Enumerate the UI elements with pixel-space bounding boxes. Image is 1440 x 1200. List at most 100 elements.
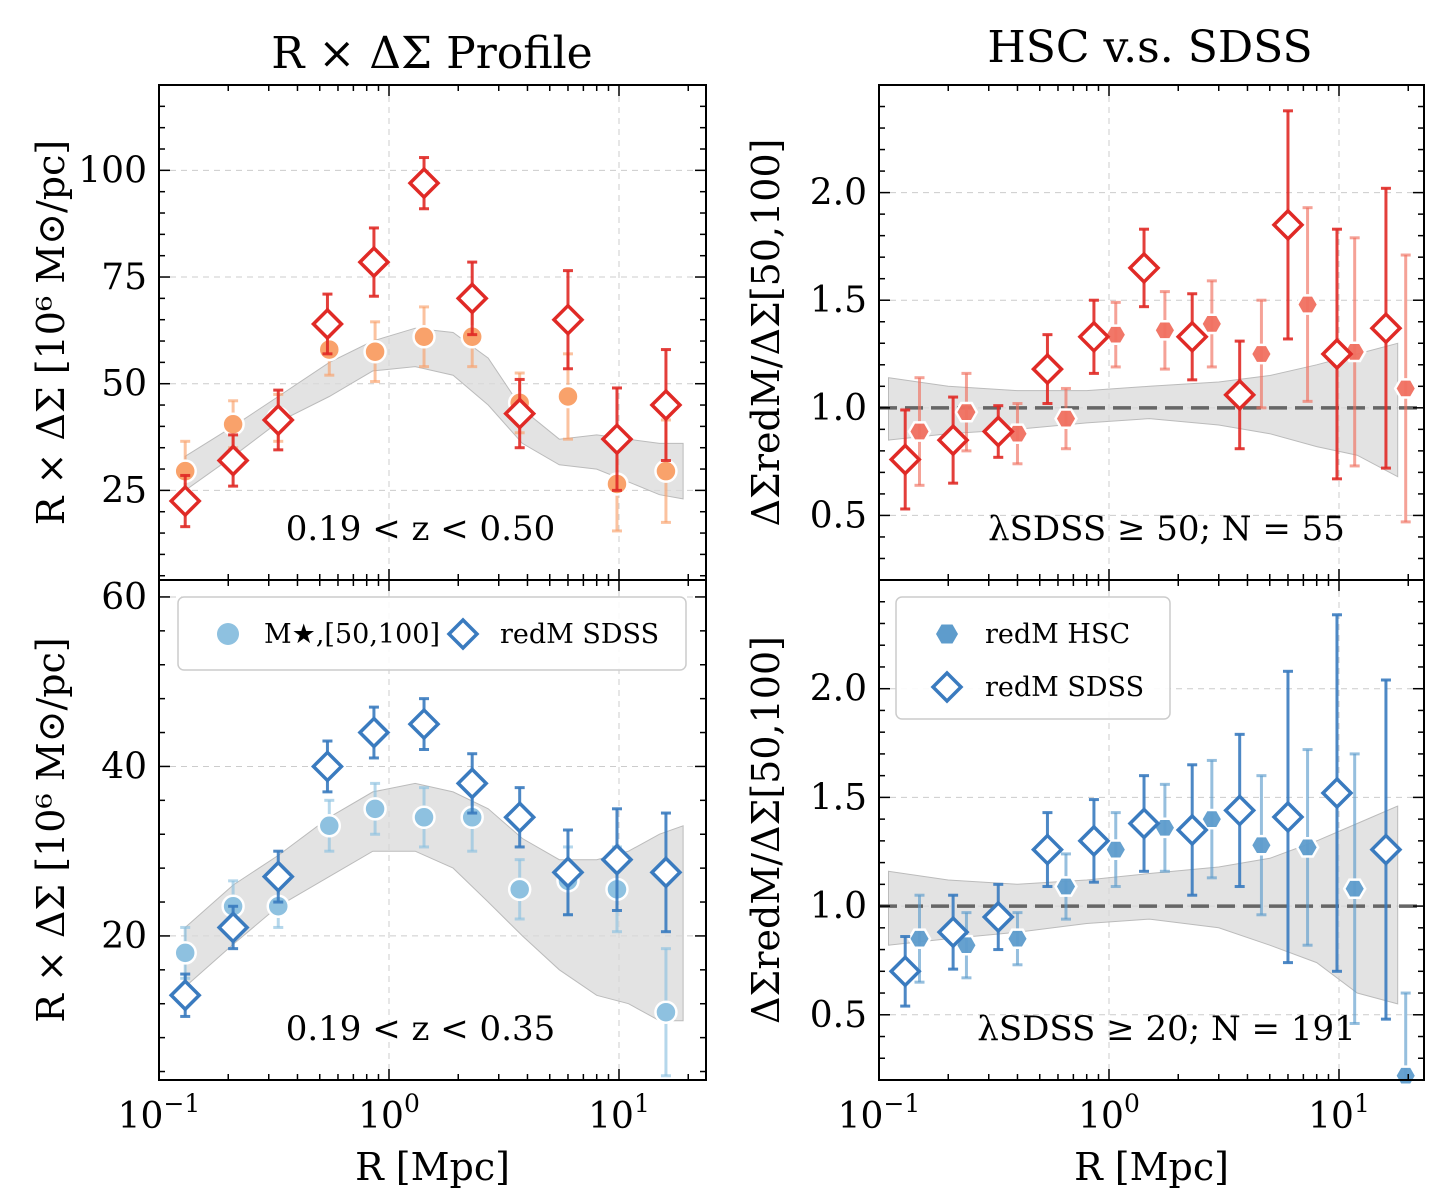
model-band: [184, 782, 684, 1022]
series-diamond: [888, 613, 1403, 1021]
y-axis-label: R × ΔΣ [10⁶ M⊙/pc]: [29, 140, 73, 525]
data-point-circle: [221, 412, 245, 436]
data-point-diamond: [1369, 833, 1403, 867]
right-title: HSC v.s. SDSS: [987, 22, 1312, 73]
data-point-hexagon: [1054, 876, 1078, 897]
data-point-circle: [412, 325, 436, 349]
y-axis-label: ΔΣredM/ΔΣ[50,100]: [744, 636, 788, 1024]
y-tick-label: 1.5: [810, 777, 867, 818]
legend-marker-diamond: [446, 617, 480, 651]
data-point-diamond: [503, 800, 537, 834]
legend-label: redM HSC: [985, 619, 1130, 650]
data-point-hexagon: [1199, 808, 1224, 830]
y-tick-label: 75: [101, 257, 147, 298]
data-point-diamond: [888, 954, 922, 988]
panel-bottom_right: 0.5 1.0 1.5 2.0 10−1 100 101 R [Mpc] ΔΣredM/ΔΣ[5…: [744, 579, 1425, 1189]
data-point-diamond: [1127, 251, 1161, 285]
data-point-diamond: [503, 397, 537, 431]
x-tick-label: 101: [588, 1089, 650, 1137]
y-tick-label: 1.0: [810, 388, 867, 429]
data-point-diamond: [1320, 337, 1354, 371]
data-point-diamond: [455, 281, 489, 315]
data-point-circle: [363, 797, 387, 821]
data-point-diamond: [407, 166, 441, 200]
data-point-diamond: [216, 910, 250, 944]
legend-box: [895, 596, 1171, 720]
data-point-circle: [556, 384, 580, 409]
data-point-diamond: [551, 303, 585, 337]
series-diamond: [168, 156, 683, 529]
series-diamond: [888, 109, 1403, 511]
y-tick-label: 60: [101, 577, 147, 618]
data-point-diamond: [1175, 320, 1209, 354]
data-point-hexagon: [1103, 839, 1128, 860]
y-tick-label: 25: [101, 470, 147, 511]
panel-annotation: λSDSS ≥ 50; N = 55: [988, 509, 1345, 549]
data-point-diamond: [310, 307, 344, 341]
data-point-diamond: [357, 716, 391, 750]
data-point-hexagon: [1103, 324, 1128, 345]
y-tick-label: 2.0: [810, 173, 867, 214]
y-tick-label: 100: [78, 150, 147, 191]
data-point-circle: [412, 805, 436, 830]
y-tick-label: 0.5: [810, 495, 867, 536]
panel-annotation: 0.19 < z < 0.35: [286, 1009, 556, 1049]
legend-marker-hexagon: [936, 624, 958, 644]
data-point-diamond: [168, 484, 202, 518]
data-point-hexagon: [1249, 834, 1274, 856]
data-point-diamond: [455, 766, 489, 800]
data-point-hexagon: [1152, 320, 1177, 341]
y-tick-label: 1.5: [810, 280, 867, 321]
data-point-diamond: [407, 707, 441, 741]
data-point-diamond: [1271, 800, 1305, 834]
data-point-circle: [173, 941, 197, 965]
x-axis-label: R [Mpc]: [355, 1145, 510, 1189]
data-point-hexagon: [1199, 313, 1224, 335]
y-tick-label: 2.0: [810, 669, 867, 710]
axes-frame: [878, 579, 1425, 1081]
x-tick-label: 101: [1308, 1089, 1370, 1137]
data-point-diamond: [1127, 807, 1161, 840]
data-point-diamond: [357, 245, 391, 279]
x-axis-label: R [Mpc]: [1074, 1145, 1229, 1189]
data-point-diamond: [1030, 833, 1064, 867]
data-point-hexagon: [1005, 928, 1030, 950]
axes-frame: [158, 579, 707, 1081]
legend-box: [177, 596, 687, 671]
data-point-hexagon: [1054, 408, 1078, 429]
legend: redM HSC redM SDSS: [895, 596, 1171, 720]
data-point-diamond: [1077, 824, 1111, 858]
data-point-hexagon: [1295, 294, 1320, 315]
y-tick-label: 1.0: [810, 886, 867, 927]
data-point-circle: [654, 1000, 678, 1024]
data-point-circle: [317, 337, 342, 362]
data-point-diamond: [168, 978, 202, 1012]
data-point-hexagon: [1393, 1065, 1418, 1086]
panel-annotation: λSDSS ≥ 20; N = 191: [977, 1009, 1355, 1049]
y-tick-label: 50: [101, 364, 147, 405]
left-title: R × ΔΣ Profile: [271, 28, 592, 79]
data-point-diamond: [261, 403, 295, 437]
legend-marker-diamond: [930, 670, 964, 704]
series-hexagon: [907, 206, 1418, 524]
data-point-diamond: [649, 855, 683, 889]
y-tick-label: 0.5: [810, 995, 867, 1036]
data-point-diamond: [261, 860, 295, 894]
panel-bottom_left: 20 40 60 10−1 100 101 R [Mpc] R × ΔΣ [10⁶ M⊙/pc…: [29, 577, 707, 1189]
panel-annotation: 0.19 < z < 0.50: [286, 509, 556, 549]
x-tick-label: 10−1: [838, 1089, 921, 1137]
y-axis-label: ΔΣredM/ΔΣ[50,100]: [744, 139, 788, 527]
data-point-diamond: [600, 422, 634, 456]
data-point-diamond: [1077, 320, 1111, 354]
data-point-diamond: [1271, 208, 1305, 242]
legend-label: M★,[50,100]: [264, 619, 440, 650]
series-hexagon: [907, 748, 1418, 1086]
data-point-diamond: [649, 388, 683, 422]
model-band: [184, 327, 684, 500]
series-diamond: [168, 697, 683, 1018]
data-point-diamond: [551, 855, 585, 889]
data-point-diamond: [1175, 813, 1209, 847]
data-point-circle: [507, 877, 532, 902]
